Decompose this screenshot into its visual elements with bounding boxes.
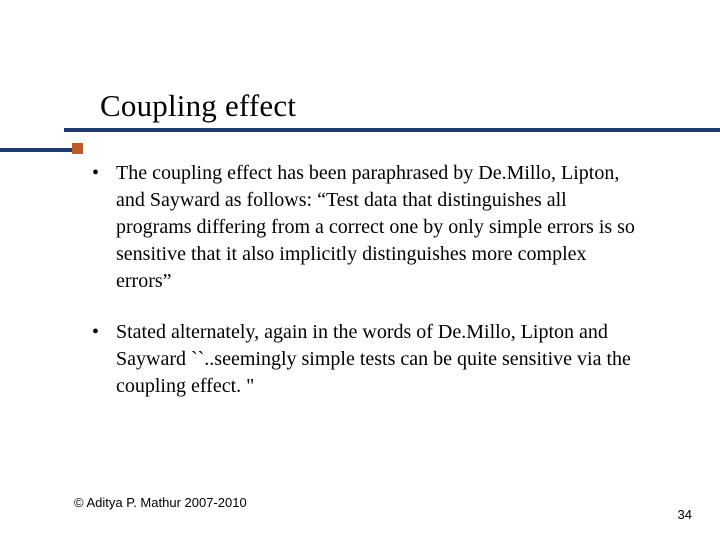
page-number: 34 xyxy=(678,507,692,522)
bullet-icon: • xyxy=(92,319,116,346)
bullet-text: The coupling effect has been paraphrased… xyxy=(116,160,640,295)
slide-title: Coupling effect xyxy=(100,88,296,124)
bullet-text: Stated alternately, again in the words o… xyxy=(116,319,640,400)
copyright-text: © Aditya P. Mathur 2007-2010 xyxy=(74,495,247,510)
list-item: • The coupling effect has been paraphras… xyxy=(92,160,640,295)
accent-square xyxy=(72,143,83,154)
slide: Coupling effect • The coupling effect ha… xyxy=(0,0,720,540)
rule-horizontal-left xyxy=(0,148,78,152)
list-item: • Stated alternately, again in the words… xyxy=(92,319,640,400)
bullet-icon: • xyxy=(92,160,116,187)
rule-horizontal-top xyxy=(64,128,720,132)
bullet-list: • The coupling effect has been paraphras… xyxy=(92,160,640,424)
